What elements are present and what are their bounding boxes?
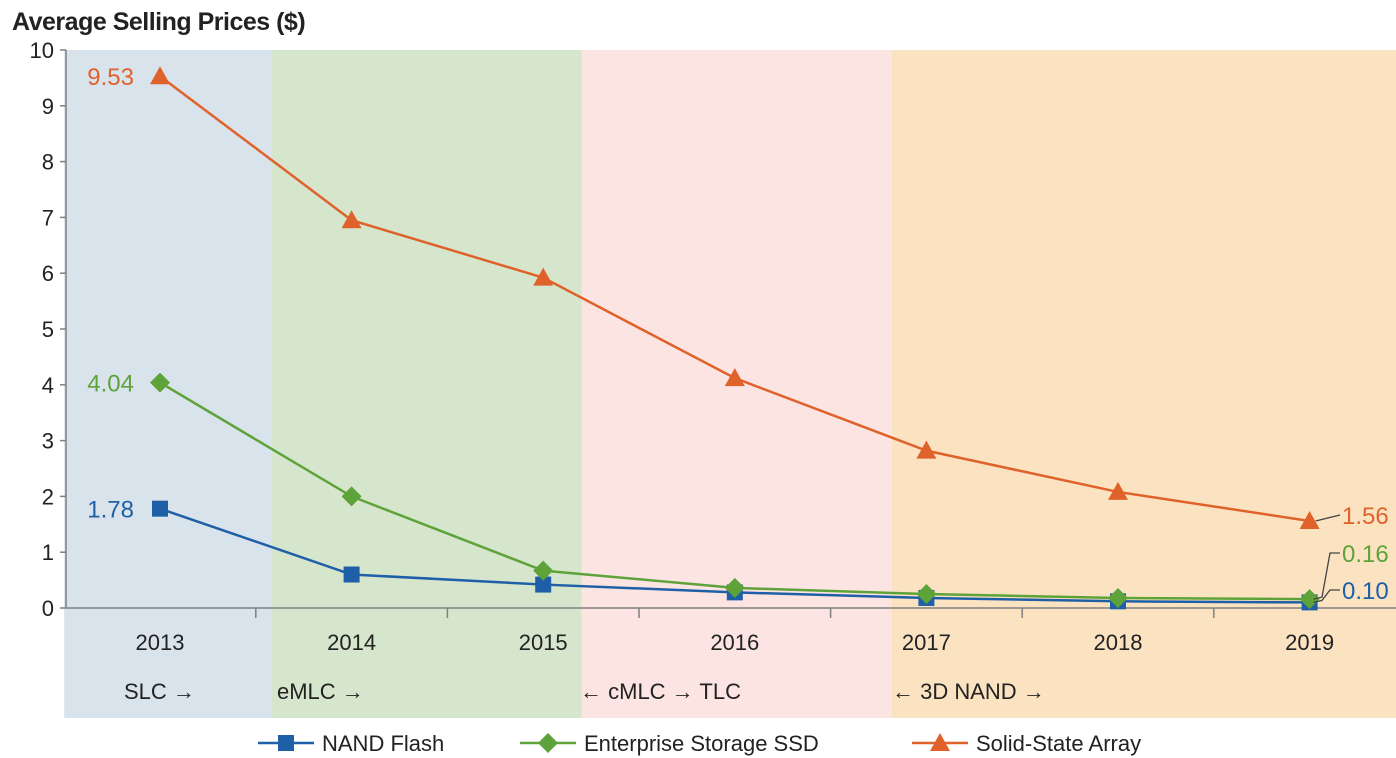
data-point-enterprise-storage-ssd bbox=[1108, 587, 1128, 608]
legend-marker bbox=[538, 733, 558, 753]
y-tick-label: 3 bbox=[42, 429, 54, 454]
y-tick-label: 10 bbox=[30, 38, 54, 63]
band-label-cmlc-tlc: ← cMLC → TLC bbox=[580, 679, 741, 704]
legend-item-enterprise-storage-ssd: Enterprise Storage SSD bbox=[520, 731, 819, 756]
legend-item-nand-flash: NAND Flash bbox=[258, 731, 444, 756]
data-label-enterprise-storage-ssd: 4.04 bbox=[87, 371, 134, 398]
leader-line-solid-state-array bbox=[1315, 514, 1341, 522]
leader-line-enterprise-storage-ssd bbox=[1313, 552, 1340, 600]
y-tick-label: 5 bbox=[42, 317, 54, 342]
series-enterprise-storage-ssd bbox=[150, 372, 1320, 610]
x-tick-label: 2014 bbox=[327, 630, 376, 655]
data-point-solid-state-array bbox=[1108, 481, 1128, 500]
legend-marker bbox=[278, 735, 294, 751]
band-label-3d-nand: ← 3D NAND → bbox=[892, 679, 1045, 704]
y-tick-label: 0 bbox=[42, 596, 54, 621]
data-label-solid-state-array: 9.53 bbox=[87, 64, 134, 91]
band-label-emlc: eMLC → bbox=[277, 679, 364, 704]
data-point-solid-state-array bbox=[341, 210, 362, 229]
data-point-solid-state-array bbox=[533, 267, 554, 286]
chart-title: Average Selling Prices ($) bbox=[12, 8, 305, 36]
data-point-enterprise-storage-ssd bbox=[724, 577, 745, 598]
legend-label: NAND Flash bbox=[322, 731, 444, 756]
y-tick-label: 7 bbox=[42, 205, 54, 230]
data-label-nand-flash: 1.78 bbox=[87, 497, 134, 524]
y-tick-label: 9 bbox=[42, 94, 54, 119]
x-tick-label: 2015 bbox=[519, 630, 568, 655]
y-tick-label: 6 bbox=[42, 261, 54, 286]
axes: 0 1 2 3 4 5 6 7 8 9 10 2013 2014 2015 2016 2017 2018 2019 bbox=[30, 38, 1396, 655]
y-tick-label: 2 bbox=[42, 484, 54, 509]
y-tick-label: 4 bbox=[42, 373, 54, 398]
data-point-enterprise-storage-ssd bbox=[1299, 589, 1320, 610]
data-point-enterprise-storage-ssd bbox=[533, 560, 554, 581]
data-label-solid-state-array: 1.56 bbox=[1342, 503, 1389, 530]
band-3d-nand bbox=[891, 50, 1396, 718]
data-point-enterprise-storage-ssd bbox=[916, 584, 937, 605]
legend: NAND Flash Enterprise Storage SSD Solid-St… bbox=[258, 731, 1141, 756]
y-tick-label: 8 bbox=[42, 150, 54, 175]
data-point-solid-state-array bbox=[1299, 510, 1320, 529]
data-point-solid-state-array bbox=[916, 440, 937, 459]
data-point-solid-state-array bbox=[724, 368, 745, 387]
data-point-solid-state-array bbox=[150, 66, 170, 85]
band-emlc bbox=[271, 50, 582, 718]
x-tick-label: 2019 bbox=[1285, 630, 1334, 655]
data-label-nand-flash: 0.10 bbox=[1342, 578, 1389, 605]
leader-line-nand-flash bbox=[1313, 589, 1340, 604]
x-tick-label: 2013 bbox=[136, 630, 185, 655]
x-tick-label: 2017 bbox=[902, 630, 951, 655]
data-labels: 9.53 4.04 1.78 1.56 0.16 0.10 bbox=[87, 64, 1388, 605]
data-point-nand-flash bbox=[535, 576, 552, 593]
data-point-nand-flash bbox=[152, 500, 168, 517]
legend-marker bbox=[930, 733, 950, 751]
data-label-enterprise-storage-ssd: 0.16 bbox=[1342, 541, 1389, 568]
legend-label: Enterprise Storage SSD bbox=[584, 731, 819, 756]
data-point-enterprise-storage-ssd bbox=[150, 372, 170, 393]
series-solid-state-array bbox=[150, 66, 1320, 529]
technology-band-labels: SLC → eMLC → ← cMLC → TLC ← 3D NAND → bbox=[124, 679, 1045, 704]
x-tick-label: 2018 bbox=[1094, 630, 1143, 655]
legend-label: Solid-State Array bbox=[976, 731, 1141, 756]
x-tick-label: 2016 bbox=[710, 630, 759, 655]
band-label-slc: SLC → bbox=[124, 679, 195, 704]
y-tick-label: 1 bbox=[42, 540, 54, 565]
data-point-nand-flash bbox=[343, 566, 360, 583]
legend-item-solid-state-array: Solid-State Array bbox=[912, 731, 1141, 756]
data-point-enterprise-storage-ssd bbox=[341, 486, 362, 507]
